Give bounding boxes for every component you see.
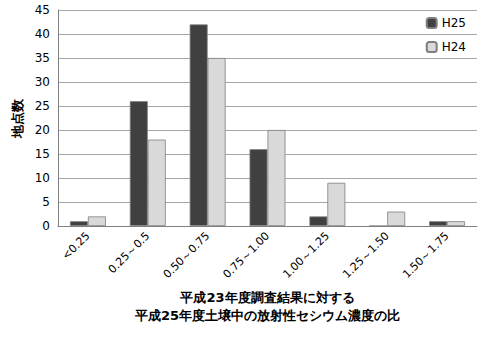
svg-text:<0.25: <0.25: [60, 229, 93, 262]
svg-text:H24: H24: [442, 40, 466, 54]
svg-text:1.50～1.75: 1.50～1.75: [400, 229, 452, 281]
svg-text:15: 15: [35, 147, 50, 161]
svg-text:20: 20: [35, 123, 50, 137]
svg-text:1.25～1.50: 1.25～1.50: [340, 229, 392, 281]
svg-text:40: 40: [35, 27, 50, 41]
svg-text:0: 0: [42, 219, 50, 233]
svg-text:0.50～0.75: 0.50～0.75: [161, 229, 213, 281]
svg-text:45: 45: [35, 3, 50, 17]
svg-text:30: 30: [35, 75, 50, 89]
svg-text:平成23年度調査結果に対する: 平成23年度調査結果に対する: [179, 290, 354, 305]
svg-text:地点数: 地点数: [10, 98, 25, 139]
svg-text:35: 35: [35, 51, 50, 65]
svg-text:10: 10: [35, 171, 50, 185]
svg-text:0.75～1.00: 0.75～1.00: [221, 229, 273, 281]
svg-text:5: 5: [42, 195, 50, 209]
svg-text:1.00～1.25: 1.00～1.25: [280, 229, 332, 281]
svg-text:平成25年度土壌中の放射性セシウム濃度の比: 平成25年度土壌中の放射性セシウム濃度の比: [134, 308, 400, 323]
svg-text:25: 25: [35, 99, 50, 113]
svg-text:H25: H25: [442, 16, 466, 30]
svg-text:0.25～0.5: 0.25～0.5: [106, 229, 153, 276]
